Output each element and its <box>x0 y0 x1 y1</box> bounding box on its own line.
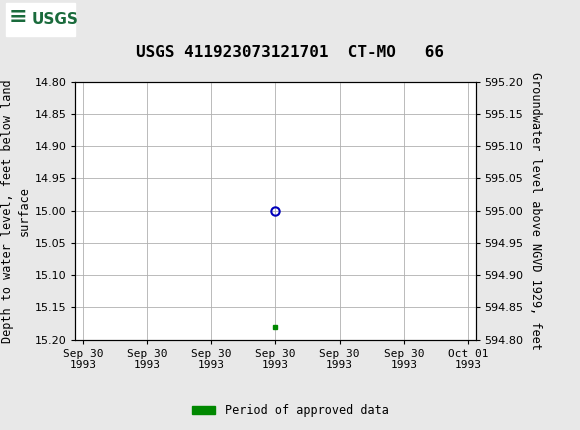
Text: USGS 411923073121701  CT-MO   66: USGS 411923073121701 CT-MO 66 <box>136 45 444 60</box>
Text: USGS: USGS <box>32 12 79 27</box>
Bar <box>6 3 75 36</box>
Legend: Period of approved data: Period of approved data <box>187 399 393 422</box>
Text: ≡: ≡ <box>9 7 27 28</box>
Y-axis label: Groundwater level above NGVD 1929, feet: Groundwater level above NGVD 1929, feet <box>529 72 542 350</box>
Y-axis label: Depth to water level, feet below land
surface: Depth to water level, feet below land su… <box>1 79 30 343</box>
